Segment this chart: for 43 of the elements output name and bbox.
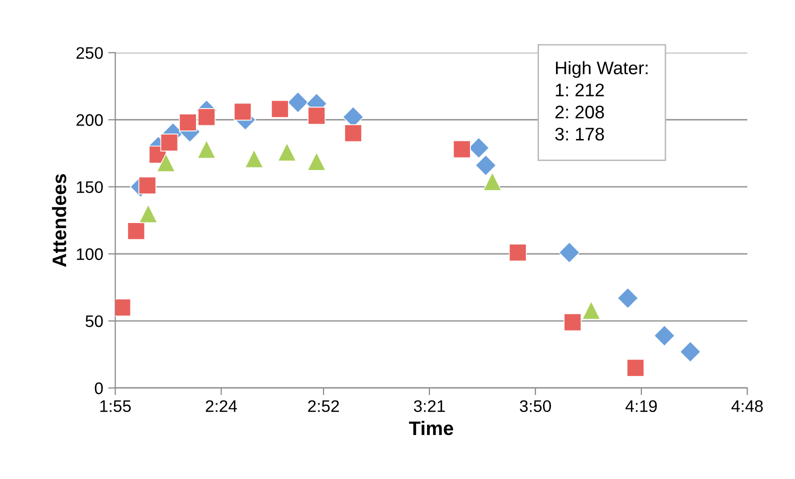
x-tick-label: 4:48 — [731, 400, 763, 412]
x-tick-label: 2:52 — [308, 400, 339, 412]
point — [564, 313, 582, 332]
x-axis-title: Time — [408, 420, 454, 436]
point — [278, 142, 296, 162]
point — [138, 176, 156, 194]
y-tick-label: 150 — [76, 181, 103, 194]
y-tick-label: 200 — [76, 114, 103, 126]
point — [626, 358, 644, 377]
y-axis-title: Attendees — [52, 174, 66, 267]
point — [178, 114, 197, 132]
point — [271, 100, 289, 118]
point — [558, 242, 580, 264]
point — [475, 154, 497, 176]
point — [482, 172, 502, 191]
x-tick-label: 1:55 — [100, 400, 131, 412]
point — [160, 134, 178, 152]
point — [344, 124, 362, 142]
point — [508, 244, 527, 262]
y-tick-label: 50 — [86, 315, 103, 328]
x-tick-label: 4:19 — [626, 400, 657, 412]
point — [127, 222, 146, 240]
point — [244, 149, 264, 168]
point — [308, 106, 326, 125]
x-tick-label: 3:21 — [414, 400, 445, 412]
point — [582, 300, 601, 320]
point — [287, 92, 309, 114]
point — [307, 152, 326, 171]
point — [197, 140, 216, 159]
annotation: High Water: 1: 212 2: 208 3: 178 — [555, 61, 648, 141]
x-tick-label: 3:50 — [520, 400, 551, 412]
point — [198, 108, 216, 126]
x-tick-label: 2:24 — [206, 400, 237, 412]
y-tick-label: 100 — [76, 248, 103, 260]
point — [680, 341, 702, 362]
point — [138, 204, 158, 224]
y-tick-label: 250 — [76, 47, 103, 59]
point — [617, 287, 639, 309]
y-tick-label: 0 — [94, 382, 103, 394]
point — [452, 140, 471, 158]
point — [156, 153, 176, 172]
point — [234, 102, 252, 121]
point — [654, 324, 676, 346]
